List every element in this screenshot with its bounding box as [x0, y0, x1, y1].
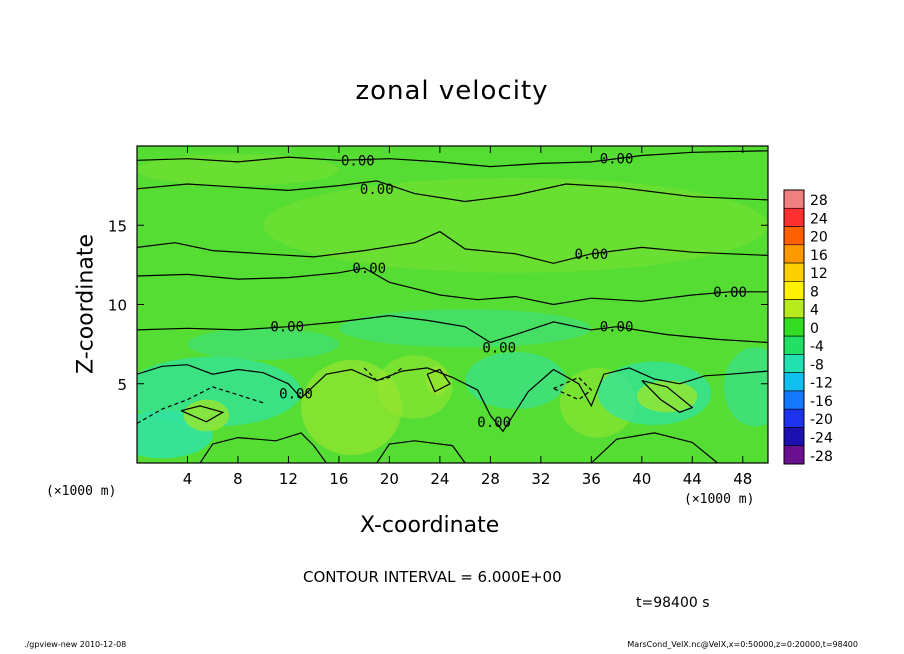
colorbar-label: -20: [810, 412, 833, 428]
contour-line-top: [137, 150, 768, 168]
contour-label: 0.00: [341, 153, 375, 169]
colorbar-label: -16: [810, 394, 833, 410]
colorbar-label: -4: [810, 339, 824, 355]
colorbar-swatch: [783, 244, 805, 264]
field-region: [723, 347, 768, 427]
field-region: [338, 309, 592, 348]
colorbar-swatch: [783, 354, 805, 373]
colorbar-swatch: [783, 226, 805, 246]
colorbar-label: 20: [810, 230, 828, 246]
contour-line-bottom-left: [199, 432, 327, 463]
x-tick-label: 16: [329, 470, 348, 488]
colorbar-swatch: [783, 390, 805, 410]
contour-closed-left: [180, 405, 225, 423]
colorbar-label: 12: [810, 266, 828, 282]
x-tick-label: 44: [683, 470, 702, 488]
colorbar-label: -8: [810, 357, 824, 373]
colorbar-swatch: [783, 427, 805, 447]
colorbar-swatch: [783, 299, 805, 319]
contour-closed-center: [426, 368, 451, 393]
footer-program: ./gpview-new 2010-12-08: [24, 640, 127, 649]
contour-line-upper: [137, 180, 768, 203]
field-region: [137, 153, 339, 186]
contour-label: 0.00: [279, 386, 313, 402]
colorbar: 28 24 20 16 12 8 4 0 -4 -8 -12 -16 -20 -24 -28: [783, 189, 833, 465]
contour-closed-right: [641, 380, 694, 413]
contour-dashed-mid2: [553, 376, 593, 401]
contour-label: 0.00: [574, 247, 608, 263]
field-region: [187, 328, 339, 360]
x-tick-label: 4: [183, 470, 193, 488]
y-tick-label: 10: [108, 297, 127, 315]
contour-label: 0.00: [270, 320, 304, 336]
y-axis-ticks: 5 10 15: [108, 217, 768, 394]
colorbar-swatch: [783, 262, 805, 282]
colorbar-label: 4: [810, 303, 819, 319]
contour-interval-note: CONTOUR INTERVAL = 6.000E+00: [303, 568, 562, 586]
x-tick-label: 28: [481, 470, 500, 488]
x-tick-label: 36: [582, 470, 601, 488]
field-region: [301, 359, 403, 456]
y-axis-label: Z-coordinate: [73, 234, 99, 374]
colorbar-label: 0: [810, 321, 819, 337]
contour-label: 0.00: [360, 182, 394, 198]
colorbar-swatch: [783, 281, 805, 300]
x-tick-label: 40: [632, 470, 651, 488]
colorbar-label: -28: [810, 449, 833, 465]
x-tick-label: 20: [380, 470, 399, 488]
field-region: [636, 380, 698, 413]
colorbar-label: -24: [810, 431, 833, 447]
colorbar-swatch: [783, 372, 805, 392]
colorbar-label: 8: [810, 284, 819, 300]
x-tick-label: 32: [531, 470, 550, 488]
contour-label: 0.00: [477, 415, 511, 431]
x-axis-label: X-coordinate: [360, 513, 500, 538]
footer-dataset: MarsCond_VelX.nc@VelX,x=0:50000,z=0:2000…: [627, 640, 858, 649]
contour-label: 0.00: [600, 320, 634, 336]
contour-dashed-mid: [363, 367, 403, 382]
y-tick-label: 5: [117, 376, 127, 394]
colorbar-swatch: [783, 317, 805, 337]
velocity-field: [137, 146, 768, 463]
colorbar-swatch: [783, 335, 805, 355]
contour-label: 0.00: [713, 285, 747, 301]
field-region: [263, 177, 768, 273]
colorbar-swatch: [783, 189, 805, 209]
x-unit-label-left: (×1000 m): [46, 484, 117, 499]
contour-dashed-left: [137, 386, 264, 424]
colorbar-swatch: [783, 445, 805, 465]
contour-line-bottom-mid: [376, 440, 466, 463]
colorbar-label: 16: [810, 248, 828, 264]
contour-line-bottom-right: [590, 432, 718, 463]
contour-line-mid-upper: [137, 230, 768, 264]
field-region: [137, 356, 302, 427]
x-tick-label: 48: [733, 470, 752, 488]
contour-line-lower-mid: [137, 314, 768, 344]
contour-label: 0.00: [482, 340, 516, 356]
x-unit-label-right: (×1000 m): [684, 492, 755, 507]
contour-labels: 0.00 0.00 0.00 0.00 0.00 0.00 0.00 0.00 0.00 0.00…: [270, 152, 747, 431]
time-label: t=98400 s: [636, 595, 710, 611]
x-tick-label: 8: [233, 470, 243, 488]
colorbar-label: 24: [810, 211, 828, 227]
colorbar-label: 28: [810, 193, 828, 209]
colorbar-frame: [783, 189, 805, 465]
x-tick-label: 12: [279, 470, 298, 488]
contour-line-lower: [137, 364, 768, 433]
colorbar-swatch: [783, 207, 805, 227]
colorbar-swatch: [783, 408, 805, 428]
x-tick-label: 24: [430, 470, 449, 488]
contour-label: 0.00: [352, 261, 386, 277]
y-tick-label: 15: [108, 217, 127, 235]
contour-label: 0.00: [600, 152, 634, 168]
colorbar-label: -12: [810, 376, 833, 392]
contour-line-mid: [137, 267, 768, 306]
field-region: [465, 352, 567, 410]
x-axis-ticks: 4 8 12 16 20 24 28 32 36 40 44 48: [183, 146, 752, 488]
chart-title: zonal velocity: [355, 76, 549, 106]
contour-lines: [137, 150, 768, 463]
